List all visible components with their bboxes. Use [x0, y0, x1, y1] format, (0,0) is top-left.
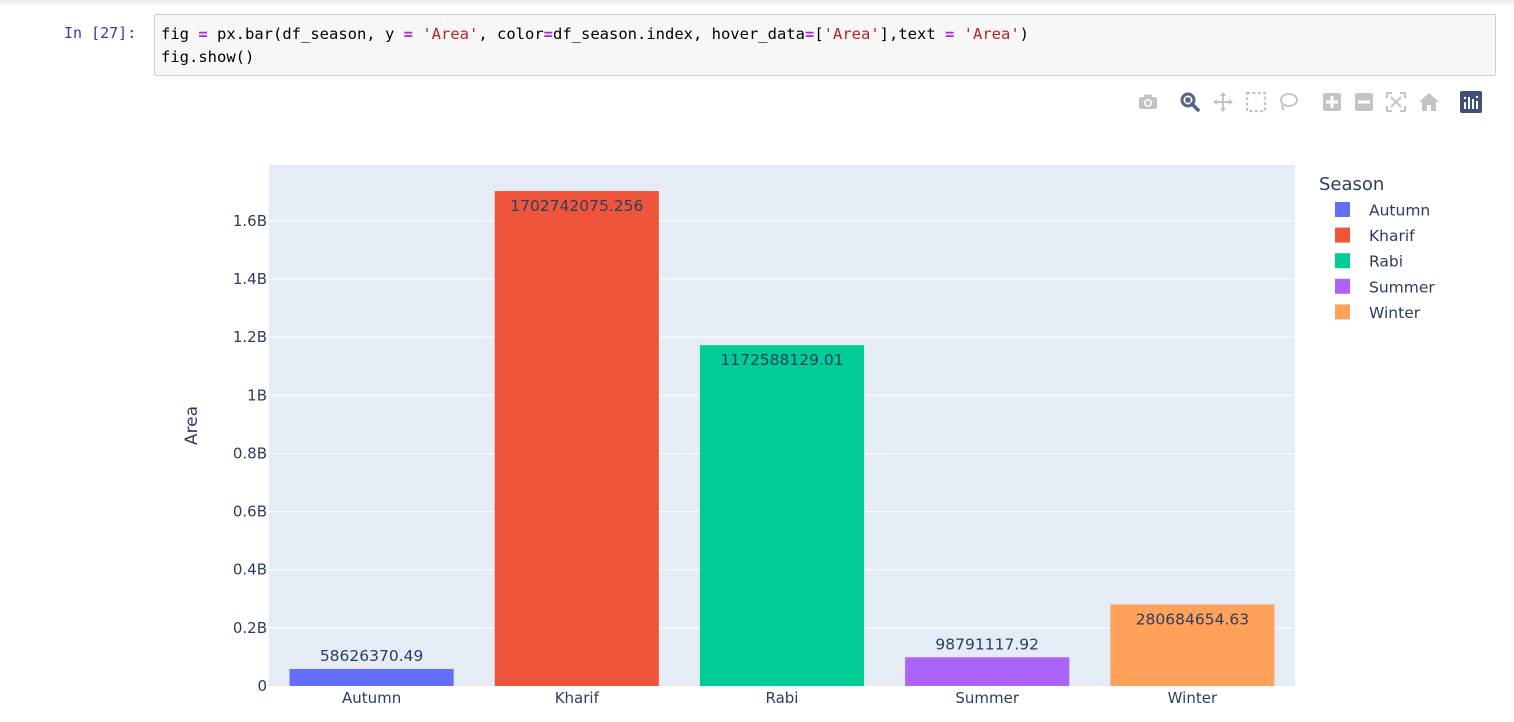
y-tick-label: 1.6B	[233, 212, 267, 230]
bar-winter[interactable]	[1110, 604, 1275, 686]
x-axis-ticks: Autumn Kharif Rabi Summer Winter	[342, 689, 1218, 707]
y-axis-title: Area	[182, 406, 202, 445]
bar-summer[interactable]	[905, 657, 1070, 686]
legend-item-summer[interactable]: Summer	[1335, 278, 1435, 296]
autoscale-icon[interactable]	[1384, 90, 1408, 114]
page-top-shadow	[0, 0, 1514, 6]
legend-swatch	[1335, 202, 1350, 217]
code-line-1: fig = px.bar(df_season, y = 'Area', colo…	[161, 25, 1029, 43]
bar-rabi[interactable]	[699, 345, 865, 686]
code-token: ],text	[879, 25, 945, 43]
zoom-out-icon[interactable]	[1352, 90, 1376, 114]
zoom-in-icon[interactable]	[1320, 90, 1344, 114]
bar-labels: 58626370.49 1702742075.256 1172588129.01 98…	[320, 197, 1249, 665]
bar-value-label: 98791117.92	[935, 635, 1039, 653]
zoom-icon[interactable]	[1178, 90, 1202, 114]
plotly-logo-icon[interactable]	[1459, 90, 1483, 114]
code-token: [	[814, 25, 824, 43]
legend-label: Autumn	[1369, 202, 1430, 220]
legend-label: Summer	[1369, 278, 1435, 296]
legend-swatch	[1335, 253, 1350, 269]
code-token: =	[944, 25, 955, 43]
x-tick-label: Rabi	[766, 689, 799, 707]
legend-swatch	[1335, 278, 1350, 294]
y-tick-label: 0.4B	[233, 561, 267, 579]
code-token: fig	[161, 25, 199, 43]
bar-kharif[interactable]	[494, 191, 659, 687]
y-tick-label: 0.8B	[233, 444, 267, 462]
code-token: 'Area'	[963, 25, 1020, 43]
pan-icon[interactable]	[1211, 90, 1235, 114]
legend: Season Autumn Kharif Rabi Summer Winter	[1319, 174, 1435, 322]
reset-axes-icon[interactable]	[1417, 90, 1441, 114]
bar-value-label: 1702742075.256	[510, 197, 643, 215]
legend-title: Season	[1319, 174, 1384, 195]
code-token: 'Area'	[422, 25, 479, 43]
x-tick-label: Kharif	[555, 689, 600, 707]
legend-item-autumn[interactable]: Autumn	[1335, 202, 1430, 220]
plotly-modebar	[1134, 90, 1494, 114]
lasso-select-icon[interactable]	[1276, 90, 1300, 114]
legend-item-winter[interactable]: Winter	[1335, 304, 1421, 322]
x-tick-label: Summer	[955, 689, 1019, 707]
y-axis-ticks: 0 0.2B 0.4B 0.6B 0.8B 1B 1.2B 1.4B 1.6B	[233, 212, 267, 695]
code-token: 'Area'	[823, 25, 880, 43]
y-tick-label: 1.2B	[233, 328, 267, 346]
code-line-2: fig.show()	[161, 48, 255, 66]
legend-label: Winter	[1369, 304, 1421, 322]
code-cell-input[interactable]: fig = px.bar(df_season, y = 'Area', colo…	[154, 14, 1496, 76]
code-token: =	[198, 25, 208, 43]
bar-value-label: 280684654.63	[1136, 610, 1249, 628]
legend-item-kharif[interactable]: Kharif	[1335, 227, 1415, 245]
legend-label: Rabi	[1369, 253, 1403, 271]
code-token: =	[403, 25, 413, 43]
bar-value-label: 1172588129.01	[720, 351, 843, 369]
code-token: df_season.index, hover_data	[553, 25, 805, 43]
bars	[289, 191, 1275, 687]
y-tick-label: 1B	[247, 386, 267, 404]
camera-icon[interactable]	[1136, 90, 1160, 114]
box-select-icon[interactable]	[1244, 90, 1268, 114]
y-tick-label: 1.4B	[233, 270, 267, 288]
y-tick-label: 0.6B	[233, 503, 267, 521]
code-token: =	[804, 25, 815, 43]
x-tick-label: Autumn	[342, 689, 401, 707]
code-token: =	[543, 25, 553, 43]
code-token: px.bar(df_season, y	[207, 25, 404, 43]
bar-autumn[interactable]	[289, 668, 454, 686]
code-token: , color	[478, 25, 544, 43]
legend-label: Kharif	[1369, 227, 1415, 245]
cell-prompt: In [27]:	[64, 24, 137, 42]
legend-item-rabi[interactable]: Rabi	[1335, 253, 1403, 271]
code-token: )	[1019, 25, 1030, 43]
bar-value-label: 58626370.49	[320, 647, 424, 665]
legend-swatch	[1335, 227, 1350, 243]
legend-swatch	[1335, 304, 1350, 320]
y-tick-label: 0.2B	[233, 619, 267, 637]
x-tick-label: Winter	[1168, 689, 1218, 707]
y-tick-label: 0	[257, 677, 267, 695]
